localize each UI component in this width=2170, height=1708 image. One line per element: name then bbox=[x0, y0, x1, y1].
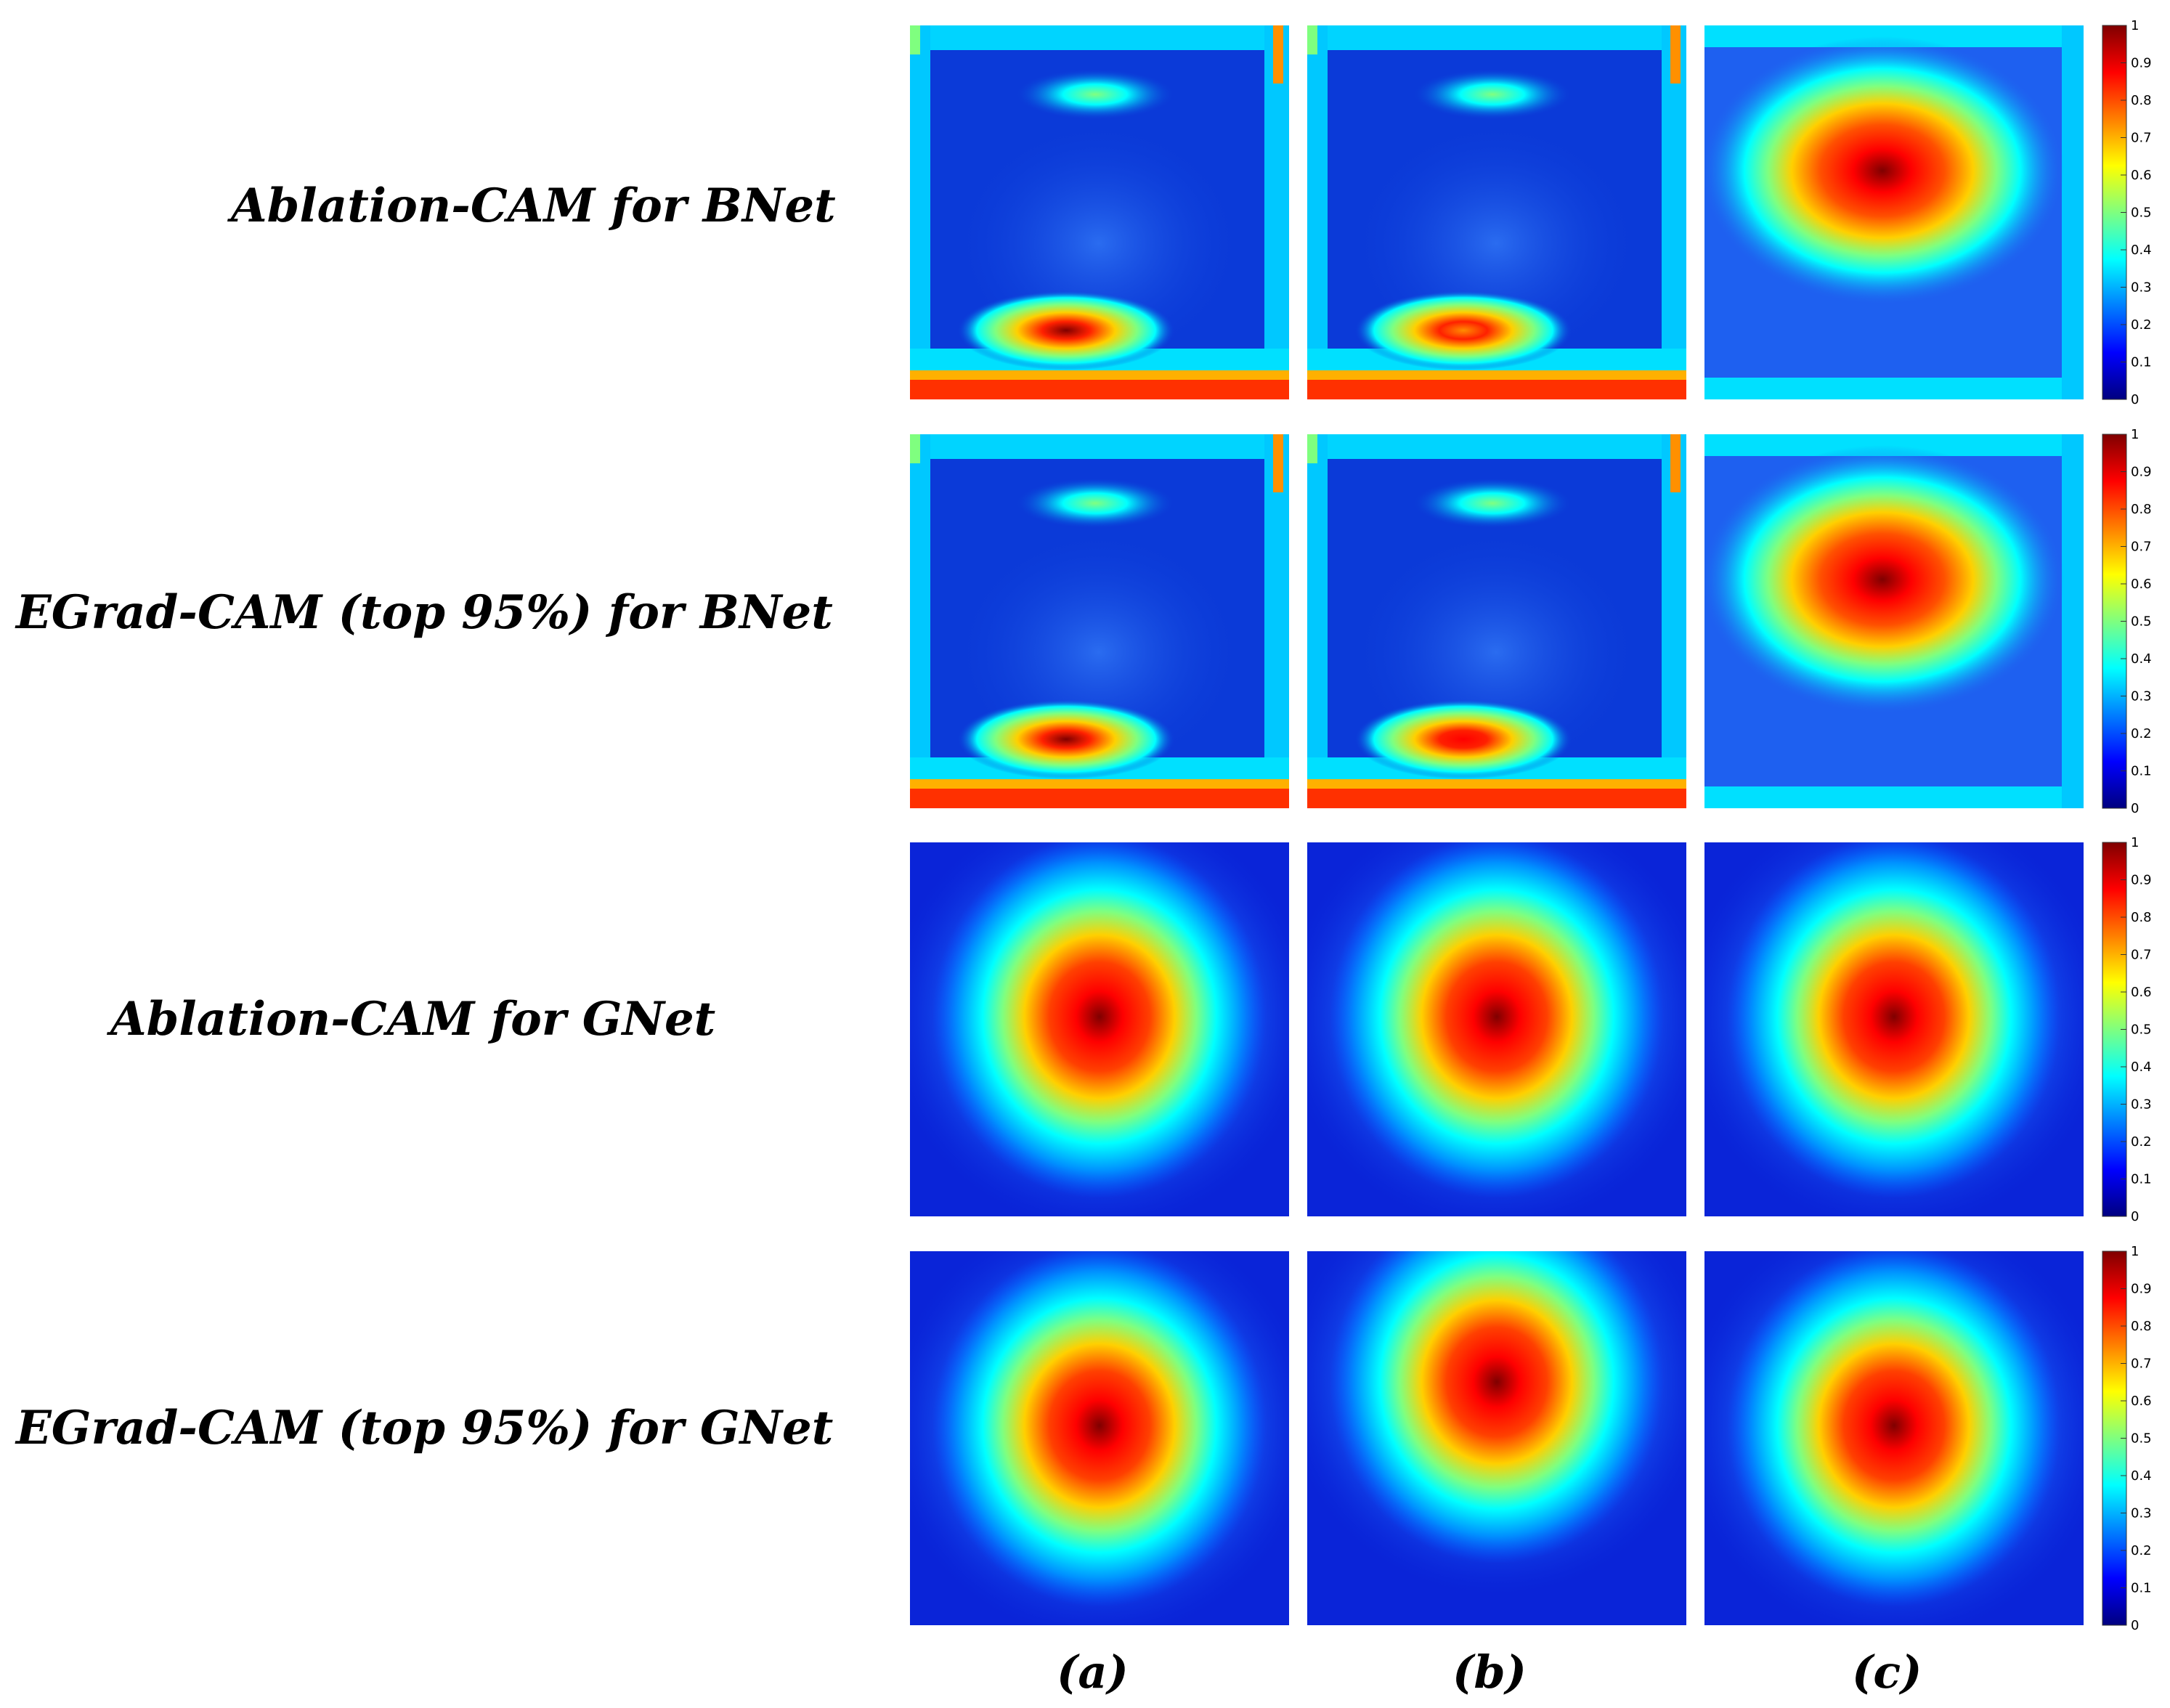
colorbar-tick-label: 0.7 bbox=[2131, 948, 2152, 963]
colorbar-tick-label: 0.4 bbox=[2131, 651, 2152, 667]
colorbar-tick-label: 1 bbox=[2131, 835, 2139, 850]
heatmap-row2-col-c bbox=[1704, 434, 2084, 808]
colorbar-tick-label: 0.2 bbox=[2131, 726, 2152, 741]
colorbar-tick-label: 0.5 bbox=[2131, 614, 2152, 630]
column-label-b: (b) bbox=[1452, 1646, 1527, 1699]
colorbar-tick-label: 0.9 bbox=[2131, 873, 2152, 888]
heatmap-row1-col-c bbox=[1704, 25, 2084, 399]
colorbar-tick-label: 0.8 bbox=[2131, 93, 2152, 108]
colorbar-tick-label: 0.6 bbox=[2131, 985, 2152, 1000]
colorbar-tick-label: 0 bbox=[2131, 1209, 2139, 1224]
heatmap-row1-col-a bbox=[910, 25, 1289, 399]
colorbar-tick-label: 0.5 bbox=[2131, 1431, 2152, 1447]
colorbar-tick-label: 0.1 bbox=[2131, 764, 2152, 779]
colorbar-tick-label: 0.6 bbox=[2131, 168, 2152, 183]
colorbar-tick-label: 1 bbox=[2131, 427, 2139, 442]
colorbar-tick-label: 0.3 bbox=[2131, 689, 2152, 704]
colorbar-tick-label: 0.7 bbox=[2131, 1357, 2152, 1372]
colorbar-tick-label: 0.1 bbox=[2131, 1172, 2152, 1187]
colorbar-tick-label: 0.9 bbox=[2131, 56, 2152, 71]
colorbar-gradient bbox=[2102, 1250, 2127, 1626]
colorbar-tick-label: 0.5 bbox=[2131, 206, 2152, 221]
colorbar-tick-label: 0.3 bbox=[2131, 1506, 2152, 1521]
colorbar-row2: 0 0.1 0.2 0.3 0.4 0.5 0.6 0.7 0.8 0.9 1 bbox=[2102, 427, 2152, 816]
colorbar-tick-label: 0.1 bbox=[2131, 1581, 2152, 1596]
colorbar-tick-label: 0.6 bbox=[2131, 577, 2152, 592]
heatmap-row1-col-b bbox=[1307, 25, 1686, 399]
colorbar-row3: 0 0.1 0.2 0.3 0.4 0.5 0.6 0.7 0.8 0.9 1 bbox=[2102, 835, 2152, 1224]
row-label-ablation-bnet: Ablation-CAM for BNet bbox=[231, 179, 836, 233]
colorbar-tick-label: 0.9 bbox=[2131, 1282, 2152, 1297]
colorbar-tick-label: 0 bbox=[2131, 392, 2139, 407]
colorbar-row1: 0 0.1 0.2 0.3 0.4 0.5 0.6 0.7 0.8 0.9 1 bbox=[2102, 18, 2152, 407]
colorbar-tick-label: 0 bbox=[2131, 801, 2139, 816]
colorbar-tick-label: 0.5 bbox=[2131, 1022, 2152, 1038]
colorbar-tick-label: 0.4 bbox=[2131, 243, 2152, 258]
row-label-egrad-gnet: EGrad-CAM (top 95%) for GNet bbox=[16, 1401, 834, 1455]
heatmap-row3-col-a bbox=[910, 842, 1289, 1216]
heatmap-row4-col-a bbox=[910, 1251, 1289, 1625]
colorbar-tick-label: 0.8 bbox=[2131, 502, 2152, 517]
row-label-ablation-gnet: Ablation-CAM for GNet bbox=[110, 992, 716, 1046]
colorbar-tick-label: 0.2 bbox=[2131, 317, 2152, 333]
row-label-egrad-bnet: EGrad-CAM (top 95%) for BNet bbox=[16, 585, 833, 640]
colorbar-tick-label: 0.8 bbox=[2131, 910, 2152, 925]
colorbar-tick-label: 0.2 bbox=[2131, 1134, 2152, 1150]
colorbar-tick-label: 0.4 bbox=[2131, 1060, 2152, 1075]
colorbar-tick-label: 0.8 bbox=[2131, 1319, 2152, 1334]
heatmap-row3-col-b bbox=[1307, 842, 1686, 1216]
colorbar-tick-label: 1 bbox=[2131, 18, 2139, 33]
colorbar-tick-label: 1 bbox=[2131, 1244, 2139, 1259]
colorbar-tick-label: 0.4 bbox=[2131, 1468, 2152, 1484]
colorbar-tick-label: 0.3 bbox=[2131, 1097, 2152, 1113]
colorbar-row4: 0 0.1 0.2 0.3 0.4 0.5 0.6 0.7 0.8 0.9 1 bbox=[2102, 1244, 2152, 1632]
colorbar-tick-label: 0 bbox=[2131, 1618, 2139, 1632]
colorbar-tick-label: 0.2 bbox=[2131, 1543, 2152, 1558]
colorbar-tick-label: 0.1 bbox=[2131, 355, 2152, 370]
colorbar-tick-label: 0.6 bbox=[2131, 1394, 2152, 1409]
heatmap-row3-col-c bbox=[1704, 842, 2084, 1216]
colorbar-tick-label: 0.9 bbox=[2131, 465, 2152, 480]
colorbar-tick-label: 0.7 bbox=[2131, 540, 2152, 555]
column-label-a: (a) bbox=[1057, 1646, 1129, 1699]
colorbar-tick-label: 0.3 bbox=[2131, 280, 2152, 296]
heatmap-row2-col-b bbox=[1307, 434, 1686, 808]
heatmap-row4-col-b bbox=[1307, 1251, 1686, 1625]
heatmap-row4-col-c bbox=[1704, 1251, 2084, 1625]
heatmap-row2-col-a bbox=[910, 434, 1289, 808]
column-label-c: (c) bbox=[1852, 1646, 1922, 1699]
colorbar-tick-label: 0.7 bbox=[2131, 131, 2152, 146]
